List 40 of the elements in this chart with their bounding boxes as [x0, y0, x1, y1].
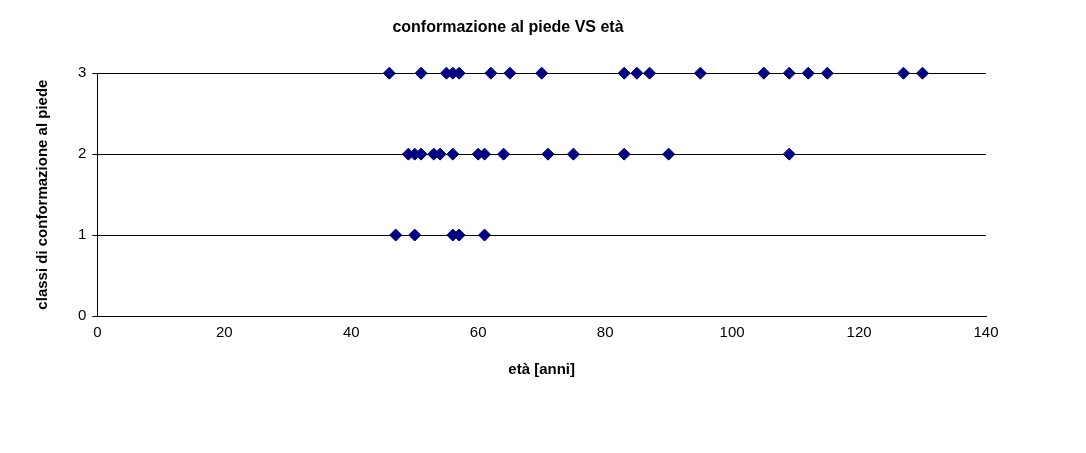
point [414, 66, 428, 80]
x-tick-label: 60 [469, 323, 487, 341]
y-axis-title: classi di conformazione al piede [33, 79, 51, 310]
chart-title: conformazione al piede VS età [392, 18, 624, 36]
point [389, 228, 403, 242]
point [541, 147, 555, 161]
point [693, 66, 707, 80]
y-tick-label: 1 [78, 225, 87, 243]
point [617, 147, 631, 161]
point [801, 66, 815, 80]
point [916, 66, 930, 80]
x-tick-label: 40 [342, 323, 360, 341]
point [757, 66, 771, 80]
y-tick-label: 0 [78, 306, 87, 324]
x-tick-label: 140 [973, 323, 999, 341]
point [478, 228, 492, 242]
point [484, 66, 498, 80]
point [662, 147, 676, 161]
y-tick-label: 2 [78, 144, 87, 162]
point [630, 66, 644, 80]
point [782, 147, 796, 161]
x-tick-label: 80 [596, 323, 614, 341]
x-axis-title: età [anni] [508, 360, 576, 378]
point [782, 66, 796, 80]
point [535, 66, 549, 80]
x-tick-label: 120 [846, 323, 872, 341]
point [896, 66, 910, 80]
point [503, 66, 517, 80]
x-tick-label: 100 [719, 323, 745, 341]
x-tick-label: 0 [93, 323, 102, 341]
point [382, 66, 396, 80]
x-tick-label: 20 [215, 323, 233, 341]
point [617, 66, 631, 80]
point [643, 66, 657, 80]
point [566, 147, 580, 161]
point [820, 66, 834, 80]
point [408, 228, 422, 242]
point [446, 147, 460, 161]
point [497, 147, 511, 161]
y-tick-label: 3 [78, 63, 87, 81]
